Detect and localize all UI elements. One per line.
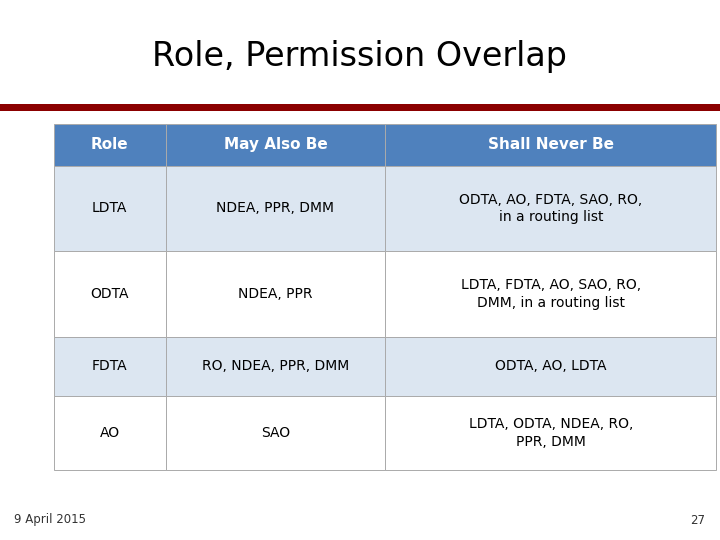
Text: ODTA: ODTA — [91, 287, 129, 301]
Text: LDTA, ODTA, NDEA, RO,
PPR, DMM: LDTA, ODTA, NDEA, RO, PPR, DMM — [469, 417, 633, 449]
Text: Role: Role — [91, 138, 129, 152]
Bar — [54, 396, 166, 470]
Text: AO: AO — [100, 426, 120, 440]
Text: LDTA, FDTA, AO, SAO, RO,
DMM, in a routing list: LDTA, FDTA, AO, SAO, RO, DMM, in a routi… — [461, 278, 641, 310]
Bar — [54, 166, 166, 251]
Text: Shall Never Be: Shall Never Be — [488, 138, 613, 152]
Bar — [166, 337, 385, 396]
Bar — [385, 124, 716, 166]
Bar — [54, 251, 166, 337]
Bar — [385, 396, 716, 470]
Text: NDEA, PPR, DMM: NDEA, PPR, DMM — [217, 201, 334, 215]
Bar — [54, 124, 166, 166]
Bar — [385, 337, 716, 396]
Text: Role, Permission Overlap: Role, Permission Overlap — [153, 40, 567, 73]
Text: LDTA: LDTA — [92, 201, 127, 215]
Text: 27: 27 — [690, 514, 706, 526]
Text: FDTA: FDTA — [92, 359, 127, 373]
Bar — [54, 337, 166, 396]
Bar — [385, 166, 716, 251]
Text: 9 April 2015: 9 April 2015 — [14, 514, 86, 526]
Bar — [166, 396, 385, 470]
Bar — [0, 104, 720, 111]
Text: NDEA, PPR: NDEA, PPR — [238, 287, 312, 301]
Text: SAO: SAO — [261, 426, 290, 440]
Bar — [166, 124, 385, 166]
Text: ODTA, AO, FDTA, SAO, RO,
in a routing list: ODTA, AO, FDTA, SAO, RO, in a routing li… — [459, 193, 642, 224]
Text: May Also Be: May Also Be — [223, 138, 328, 152]
Text: RO, NDEA, PPR, DMM: RO, NDEA, PPR, DMM — [202, 359, 349, 373]
Bar — [166, 166, 385, 251]
Bar — [166, 251, 385, 337]
Text: ODTA, AO, LDTA: ODTA, AO, LDTA — [495, 359, 606, 373]
Bar — [385, 251, 716, 337]
